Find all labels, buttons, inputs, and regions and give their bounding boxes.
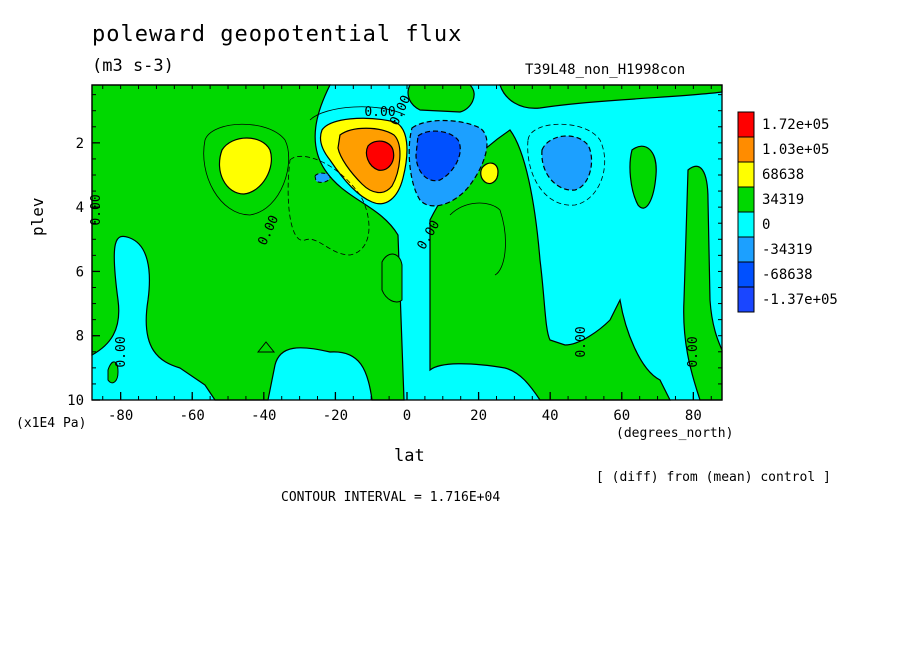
x-tick-label: 20	[470, 408, 487, 424]
lightblue-lobe-nh	[541, 135, 593, 191]
contour-label: 0.00	[686, 336, 701, 367]
legend-label: 34319	[762, 192, 804, 208]
yellow-small-nh	[480, 162, 499, 185]
green-region-right-edge	[683, 165, 723, 401]
contour-line	[309, 106, 406, 121]
legend-label: -68638	[762, 267, 813, 283]
green-region-top-right	[499, 84, 723, 109]
legend-label: -1.37e+05	[762, 292, 838, 308]
legend-label: 1.03e+05	[762, 142, 829, 158]
x-tick-label: -80	[108, 408, 133, 424]
plot-area: 0.000.000.00 0.000.00 0.00 0.000.00 -80 -60-…	[67, 84, 723, 424]
chart-units: (m3 s-3)	[92, 56, 174, 76]
x-tick-label: -40	[251, 408, 276, 424]
y-tick-label: 6	[76, 264, 84, 280]
x-tick-label: 0	[403, 408, 411, 424]
contour-label: 0.00	[114, 336, 129, 367]
x-axis-unit: (degrees_north)	[616, 426, 734, 441]
axis-ticks: -80 -60 -40 -20 0 20 40 60 80 2 4 6 8 10	[67, 85, 722, 424]
contour-line	[527, 123, 606, 206]
lightblue-small-sh	[314, 172, 331, 183]
x-tick-label: -20	[323, 408, 348, 424]
legend-label: 1.72e+05	[762, 117, 829, 133]
green-region-sh	[91, 84, 405, 401]
contour-line	[449, 202, 506, 276]
green-patch	[256, 341, 276, 353]
legend-swatch	[737, 286, 755, 313]
x-axis-label: lat	[394, 446, 425, 466]
blue-core-center	[415, 130, 461, 182]
green-patch	[107, 361, 119, 384]
legend-swatch	[737, 236, 755, 263]
legend-swatch	[737, 136, 755, 163]
chart-title: poleward geopotential flux	[92, 22, 463, 47]
contour-label: 0.00	[574, 326, 589, 357]
y-tick-label: 2	[76, 136, 84, 152]
x-tick-label: 80	[685, 408, 702, 424]
legend-swatch	[737, 211, 755, 238]
red-core-center	[365, 140, 395, 171]
green-region-mid-right	[629, 145, 657, 209]
color-legend: 1.72e+05 1.03e+05 68638 34319 0 -34319 -68638 -…	[737, 111, 838, 313]
green-patch	[381, 253, 403, 303]
contour-interval: CONTOUR INTERVAL = 1.716E+04	[281, 490, 501, 505]
legend-label: -34319	[762, 242, 813, 258]
x-tick-label: 40	[542, 408, 559, 424]
yellow-max-sh	[218, 137, 272, 195]
x-tick-label: 60	[613, 408, 630, 424]
y-tick-label: 8	[76, 329, 84, 345]
run-id: T39L48_non_H1998con	[525, 62, 686, 78]
contour-label: 0.00	[89, 194, 104, 225]
contour-line	[203, 123, 289, 216]
legend-swatch	[737, 261, 755, 288]
legend-swatch	[737, 111, 755, 138]
legend-swatch	[737, 161, 755, 188]
contour-line	[287, 156, 370, 256]
diff-note: [ (diff) from (mean) control ]	[596, 470, 831, 485]
y-tick-label: 10	[67, 393, 84, 409]
y-tick-label: 4	[76, 200, 84, 216]
y-axis-unit: (x1E4 Pa)	[16, 416, 87, 431]
legend-label: 0	[762, 217, 770, 233]
legend-swatch	[737, 186, 755, 213]
legend-label: 68638	[762, 167, 804, 183]
x-tick-label: -60	[180, 408, 205, 424]
contour-label: 0.00	[364, 105, 395, 120]
